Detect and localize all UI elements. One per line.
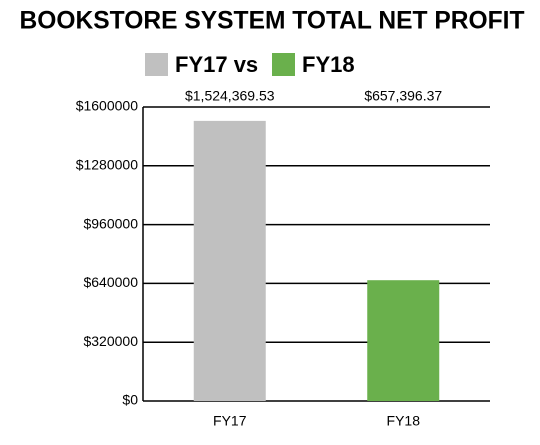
bar <box>193 120 266 402</box>
legend-swatch <box>272 53 295 76</box>
x-tick-label: FY17 <box>213 413 247 429</box>
legend-label: FY17 vs <box>175 52 258 77</box>
bar <box>367 280 440 401</box>
value-label: $657,396.37 <box>364 88 442 104</box>
y-tick-label: $960000 <box>83 215 138 231</box>
legend-swatch <box>145 53 168 76</box>
y-tick-label: $640000 <box>83 274 138 290</box>
y-tick-label: $320000 <box>83 333 138 349</box>
chart-title: BOOKSTORE SYSTEM TOTAL NET PROFIT <box>20 7 525 35</box>
legend-label: FY18 <box>302 52 355 77</box>
value-label: $1,524,369.53 <box>185 88 275 104</box>
y-tick-label: $1280000 <box>76 157 139 173</box>
y-tick-label: $1600000 <box>76 98 139 114</box>
y-tick-label: $0 <box>122 392 138 408</box>
x-tick-label: FY18 <box>387 413 421 429</box>
